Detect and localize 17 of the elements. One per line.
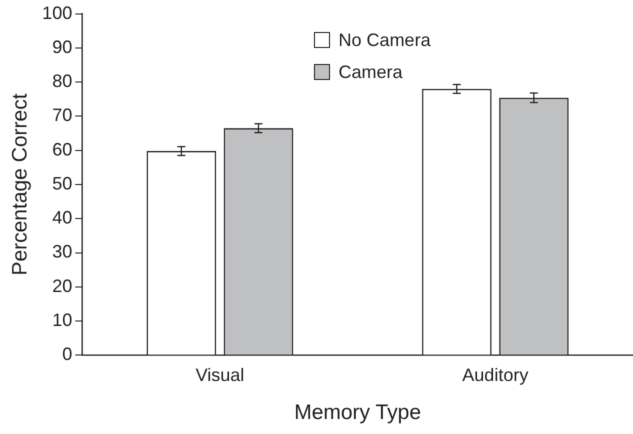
x-tick-label: Visual bbox=[196, 364, 244, 385]
legend-label: Camera bbox=[338, 62, 403, 83]
y-tick-label: 50 bbox=[52, 173, 72, 194]
y-tick-label: 90 bbox=[52, 36, 72, 57]
y-tick-label: 10 bbox=[52, 310, 72, 330]
y-tick-label: 30 bbox=[52, 242, 72, 262]
y-axis-title: Percentage Correct bbox=[8, 93, 32, 276]
y-tick-label: 0 bbox=[62, 344, 72, 364]
y-tick-label: 70 bbox=[52, 105, 72, 126]
y-tick-label: 80 bbox=[52, 71, 72, 92]
y-tick-label: 20 bbox=[52, 276, 72, 296]
x-tick-label: Auditory bbox=[462, 364, 528, 385]
y-tick-label: 40 bbox=[52, 208, 72, 228]
y-tick-label: 100 bbox=[42, 2, 72, 23]
x-axis-title: Memory Type bbox=[294, 401, 422, 424]
y-tick-label: 60 bbox=[52, 139, 72, 160]
text: No Camera bbox=[338, 30, 431, 51]
